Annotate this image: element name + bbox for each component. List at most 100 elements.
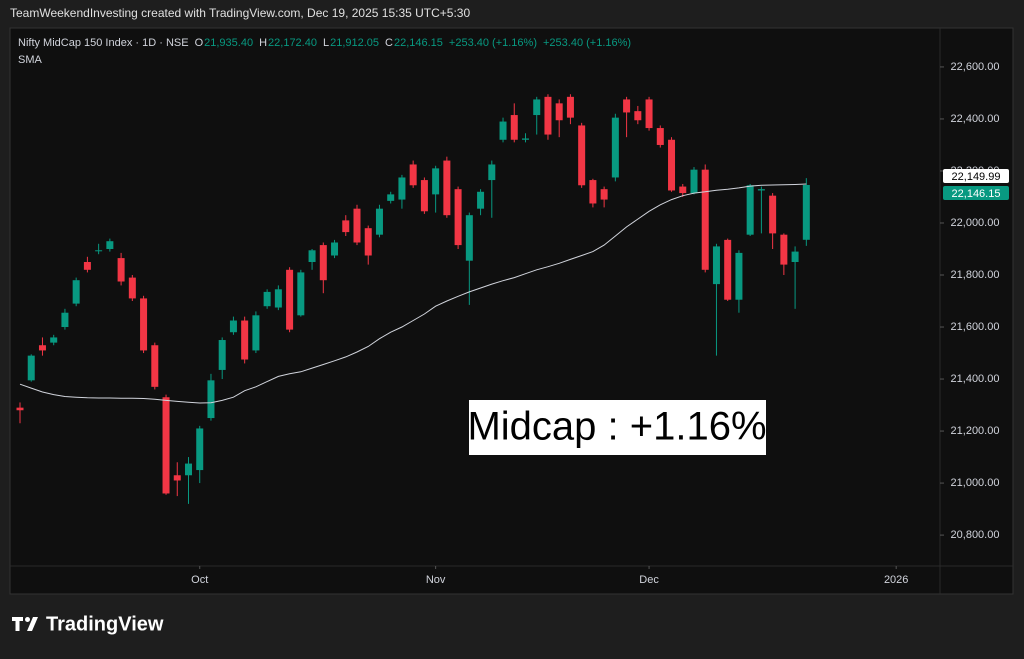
candle-body — [319, 245, 327, 281]
candle-body — [218, 340, 226, 370]
candle-body — [566, 96, 574, 118]
candle-body — [555, 103, 563, 121]
ohlc-value: 22,146.15 — [394, 37, 443, 49]
plot: 20,800.00 21,000.00 21,200.00 21,400.00 21,6… — [16, 61, 1009, 586]
candle-body — [780, 234, 788, 265]
y-tick-label: 21,400.00 — [951, 373, 1000, 385]
candle-body — [735, 252, 743, 300]
price-label-box — [943, 185, 1009, 200]
sma-line — [19, 183, 807, 404]
price-label-box — [943, 168, 1009, 183]
candle-body — [668, 139, 676, 191]
change: +253.40 (+1.16%) — [543, 37, 631, 49]
candle-body — [420, 180, 428, 212]
candle-body — [83, 261, 91, 270]
y-tick-label: 22,000.00 — [951, 217, 1000, 229]
x-tick-label: 2026 — [884, 574, 908, 586]
ohlc-key: C — [385, 37, 393, 49]
candle-body — [286, 269, 294, 330]
ohlc-key: O — [195, 37, 204, 49]
candle-body — [724, 239, 732, 300]
y-tick-label: 21,000.00 — [951, 477, 1000, 489]
candle-body — [16, 407, 24, 411]
x-tick-label: Oct — [191, 574, 208, 586]
candle-body — [656, 128, 664, 145]
candle-body — [128, 277, 136, 299]
candle-body — [465, 215, 473, 261]
candle-body — [229, 320, 237, 333]
x-tick-label: Dec — [639, 574, 659, 586]
y-tick-label: 22,600.00 — [951, 61, 1000, 73]
candle-body — [499, 121, 507, 140]
candle-body — [117, 258, 125, 282]
logo-dot — [25, 617, 30, 622]
candle-body — [533, 99, 541, 116]
candle-body — [241, 320, 249, 360]
candle-body — [443, 160, 451, 216]
y-tick-label: 21,200.00 — [951, 425, 1000, 437]
candle-body — [679, 186, 687, 194]
candle-body — [151, 345, 159, 387]
candle-body — [712, 246, 720, 285]
candle-body — [297, 272, 305, 316]
y-tick-label: 20,800.00 — [951, 529, 1000, 541]
candle-body — [95, 250, 103, 252]
candle-body — [521, 138, 529, 140]
ohlc-key: L — [323, 37, 329, 49]
brand: TradingView — [46, 613, 164, 635]
logo-mark — [12, 617, 23, 631]
candle-body — [690, 169, 698, 194]
candle-body — [364, 228, 372, 256]
candle-body — [634, 111, 642, 121]
candle-body — [342, 220, 350, 233]
candle-body — [331, 242, 339, 256]
annotation: Midcap : +1.16% — [467, 405, 766, 449]
candle-body — [387, 194, 395, 201]
candle-body — [791, 251, 799, 262]
candle-body — [274, 289, 282, 308]
candle-body — [353, 208, 361, 243]
candle-body — [746, 185, 754, 235]
annotation-box — [469, 400, 766, 455]
candle-body — [140, 298, 148, 351]
candle-body — [544, 96, 552, 135]
y-tick-label: 21,600.00 — [951, 321, 1000, 333]
price-label: 22,149.99 — [952, 171, 1001, 183]
candle-body — [38, 345, 46, 351]
ohlc-value: 21,935.40 — [204, 37, 253, 49]
candle-body — [398, 177, 406, 200]
candle-body — [61, 312, 69, 328]
candle-body — [645, 99, 653, 129]
candle-body — [184, 463, 192, 476]
candle-body — [769, 195, 777, 234]
candle-body — [477, 191, 485, 209]
candle-body — [623, 99, 631, 113]
candle-body — [50, 337, 58, 343]
candle-body — [162, 397, 170, 494]
candle-body — [263, 291, 271, 307]
y-tick-label: 22,400.00 — [951, 113, 1000, 125]
candle-body — [27, 355, 35, 381]
candle-body — [611, 117, 619, 178]
credit: TeamWeekendInvesting created with Tradin… — [10, 6, 470, 20]
x-tick-label: Nov — [426, 574, 446, 586]
candle-body — [106, 241, 114, 249]
candle-body — [409, 164, 417, 186]
candle-body — [701, 169, 709, 270]
symbol: Nifty MidCap 150 Index · 1D · NSE — [18, 37, 189, 49]
logo: TradingView — [12, 613, 164, 635]
candle-body — [207, 380, 215, 419]
candle-body — [454, 189, 462, 246]
candle-body — [488, 164, 496, 181]
candle-body — [600, 189, 608, 200]
candle-body — [375, 208, 383, 235]
candle-body — [757, 189, 765, 191]
candle-body — [510, 115, 518, 140]
ohlc-value: 21,912.05 — [330, 37, 379, 49]
ohlc-key: H — [259, 37, 267, 49]
candle-body — [308, 250, 316, 262]
change: +253.40 (+1.16%) — [449, 37, 537, 49]
